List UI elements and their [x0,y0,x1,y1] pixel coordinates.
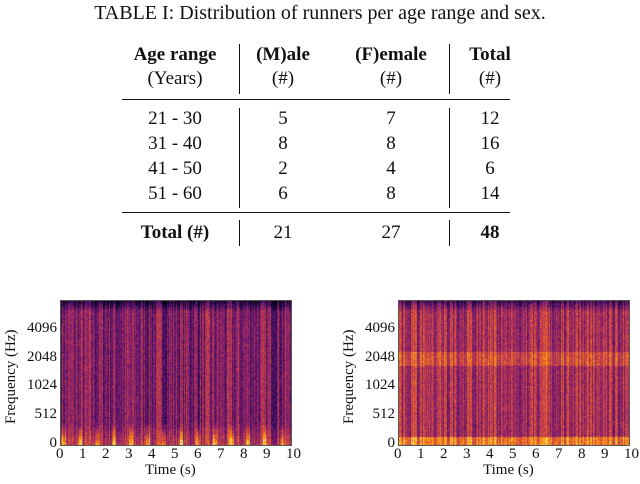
table-cell: 8 [386,133,396,154]
col-divider [239,108,241,208]
col-divider [449,108,451,208]
x-tick-label: 0 [56,446,64,462]
table-cell: 5 [278,108,288,129]
x-tick-label: 6 [194,446,202,462]
spectrogram-image [398,300,630,446]
total-all: 48 [480,222,500,243]
x-tick-label: 2 [102,446,110,462]
header-female: (F)emale [355,44,427,65]
x-tick-label: 9 [263,446,271,462]
x-tick-label: 1 [417,446,425,462]
x-axis-label: Time (s) [145,462,196,478]
header-age: Age range [133,44,217,65]
rule [122,99,510,101]
y-tick-label: 1024 [365,377,395,394]
total-male: 21 [273,222,293,243]
y-tick-label: 512 [34,406,58,423]
col-divider [449,220,451,246]
x-tick-label: 4 [148,446,156,462]
table-cell: 2 [278,158,288,179]
col-divider [239,44,241,94]
header-age-unit: (Years) [147,68,203,89]
x-tick-label: 10 [624,446,639,462]
rule [122,212,510,214]
x-tick-label: 3 [463,446,471,462]
x-tick-label: 4 [486,446,494,462]
table-cell: 12 [480,108,500,129]
spectrogram-image [60,300,292,446]
header-female-unit: (#) [379,68,403,89]
x-tick-label: 8 [240,446,248,462]
y-axis-label: Frequency (Hz) [3,329,19,424]
header-male: (M)ale [256,44,310,65]
table-cell: 14 [480,183,500,204]
x-tick-label: 9 [601,446,609,462]
y-tick-label: 2048 [365,348,395,365]
y-tick-label: 0 [387,435,396,451]
y-tick-label: 4096 [365,319,395,336]
y-tick-label: 0 [49,435,58,451]
table-caption: TABLE I: Distribution of runners per age… [94,2,546,24]
x-axis-label: Time (s) [483,462,534,478]
col-divider [239,220,241,246]
table-cell: 6 [278,183,288,204]
table-cell: 21 - 30 [148,108,202,129]
y-tick-label: 2048 [27,348,57,365]
table-cell: 31 - 40 [148,133,202,154]
table-cell: 4 [386,158,396,179]
y-tick-label: 1024 [27,377,57,394]
x-tick-label: 7 [555,446,563,462]
x-tick-label: 10 [286,446,301,462]
header-total-unit: (#) [478,68,502,89]
table-cell: 8 [386,183,396,204]
x-tick-label: 8 [578,446,586,462]
x-tick-label: 2 [440,446,448,462]
total-female: 27 [381,222,401,243]
header-male-unit: (#) [271,68,295,89]
x-tick-label: 7 [217,446,225,462]
x-tick-label: 1 [79,446,87,462]
y-tick-label: 4096 [27,319,57,336]
y-tick-label: 512 [372,406,396,423]
x-tick-label: 3 [125,446,133,462]
table-cell: 8 [278,133,288,154]
table-cell: 6 [485,158,495,179]
table-cell: 51 - 60 [148,183,202,204]
table-cell: 41 - 50 [148,158,202,179]
y-axis-label: Frequency (Hz) [341,329,357,424]
x-tick-label: 0 [394,446,402,462]
x-tick-label: 6 [532,446,540,462]
x-tick-label: 5 [509,446,517,462]
table-cell: 7 [386,108,396,129]
table-cell: 16 [480,133,500,154]
col-divider [449,44,451,94]
x-tick-label: 5 [171,446,179,462]
header-total: Total [469,44,511,65]
total-label: Total (#) [140,222,210,243]
